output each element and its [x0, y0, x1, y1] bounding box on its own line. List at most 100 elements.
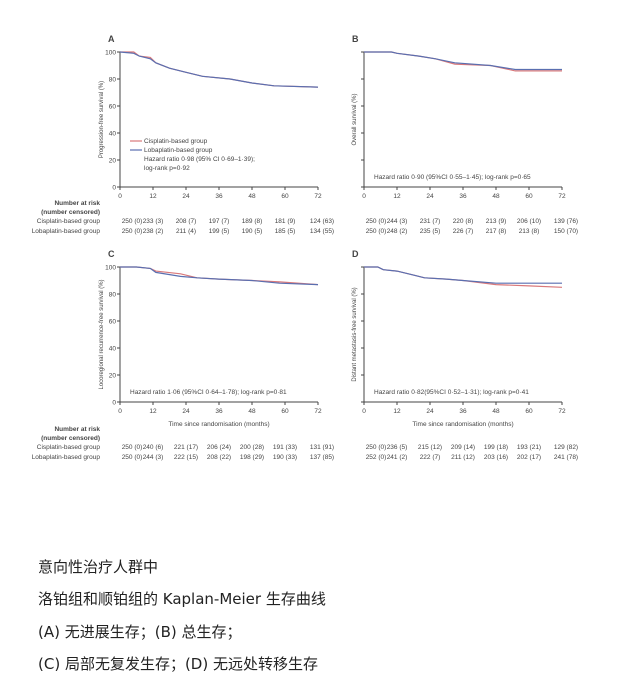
x-tick-label-a: 12 [149, 193, 157, 200]
caption-line-3: (A) 无进展生存；(B) 总生存； [38, 623, 242, 641]
risk-value-d: 241 (2) [387, 454, 408, 461]
x-tick-label-c: 48 [248, 408, 256, 415]
x-tick-label-d: 24 [426, 408, 434, 415]
risk-value-b: 250 (0) [366, 228, 387, 235]
risk-value-b: 217 (8) [486, 228, 507, 235]
risk-group-label: Lobaplatin-based group [32, 454, 101, 461]
y-tick-label-c: 0 [112, 400, 116, 407]
risk-value-b: 213 (9) [486, 218, 507, 225]
risk-value-c: 221 (17) [174, 444, 198, 451]
x-tick-label-b: 60 [525, 193, 533, 200]
x-tick-label-d: 12 [393, 408, 401, 415]
risk-value-a: 134 (55) [310, 228, 334, 235]
risk-value-d: 129 (82) [554, 444, 578, 451]
risk-value-b: 248 (2) [387, 228, 408, 235]
x-tick-label-c: 24 [182, 408, 190, 415]
annotation-b: Hazard ratio 0·90 (95%CI 0·55–1·45); log… [374, 174, 531, 181]
x-axis-label-d: Time since randomisation (months) [412, 421, 513, 428]
risk-subheader: (number censored) [41, 209, 100, 216]
risk-value-d: 215 (12) [418, 444, 442, 451]
y-tick-label-c: 40 [109, 346, 117, 353]
curve-lobaplatin-a [119, 51, 319, 88]
risk-value-d: 250 (0) [366, 444, 387, 451]
curve-cisplatin-d [364, 266, 563, 288]
annotation-c: Hazard ratio 1·06 (95%CI 0·64–1·78); log… [130, 389, 287, 396]
risk-value-a: 197 (7) [209, 218, 230, 225]
caption-line-4: (C) 局部无复发生存；(D) 无远处转移生存 [38, 655, 318, 673]
legend-label-0: Cisplatin-based group [144, 138, 208, 145]
x-tick-label-b: 72 [558, 193, 566, 200]
risk-value-b: 220 (8) [453, 218, 474, 225]
risk-value-b: 139 (76) [554, 218, 578, 225]
risk-group-label: Cisplatin-based group [37, 444, 101, 451]
x-tick-label-a: 36 [215, 193, 223, 200]
y-axis-label-d: Distant metastasis-free survival (%) [352, 287, 358, 381]
risk-value-c: 191 (33) [273, 444, 297, 451]
x-tick-label-a: 24 [182, 193, 190, 200]
annotation-a: Hazard ratio 0·98 (95% CI 0·69–1·39); [144, 156, 255, 163]
x-tick-label-c: 72 [314, 408, 322, 415]
km-figure: A 0 20 40 60 80 100 0 12 24 36 48 60 72 Progression-fr… [32, 34, 578, 461]
risk-value-d: 222 (7) [420, 454, 441, 461]
risk-value-c: 137 (85) [310, 454, 334, 461]
risk-value-a: 124 (63) [310, 218, 334, 225]
risk-value-b: 206 (10) [517, 218, 541, 225]
panel-label-c: C [108, 249, 115, 259]
annotation-d: Hazard ratio 0·82(95%CI 0·52–1·31); log-… [374, 389, 529, 396]
panel-label-d: D [352, 249, 359, 259]
y-tick-label-a: 60 [109, 104, 117, 111]
caption-line-1: 意向性治疗人群中 [38, 558, 159, 576]
risk-subheader: (number censored) [41, 435, 100, 442]
x-tick-label-c: 36 [215, 408, 223, 415]
y-tick-label-c: 100 [105, 265, 116, 272]
risk-value-a: 189 (8) [242, 218, 263, 225]
risk-value-c: 250 (0) [122, 444, 143, 451]
risk-value-b: 213 (8) [519, 228, 540, 235]
x-tick-label-a: 48 [248, 193, 256, 200]
risk-value-b: 226 (7) [453, 228, 474, 235]
risk-header: Number at risk [54, 200, 100, 207]
y-tick-label-a: 80 [109, 77, 117, 84]
risk-value-c: 240 (6) [143, 444, 164, 451]
risk-value-b: 150 (70) [554, 228, 578, 235]
curve-cisplatin-a [120, 51, 319, 88]
risk-value-a: 233 (3) [143, 218, 164, 225]
curve-cisplatin-b [364, 51, 562, 72]
y-tick-label-c: 80 [109, 292, 117, 299]
curve-lobaplatin-c [120, 266, 319, 286]
y-tick-label-c: 20 [109, 373, 117, 380]
risk-value-c: 250 (0) [122, 454, 143, 461]
x-axis-label-c: Time since randomisation (months) [168, 421, 269, 428]
curve-lobaplatin-b [364, 51, 562, 71]
caption-line-2: 洛铂组和顺铂组的 Kaplan-Meier 生存曲线 [38, 590, 326, 608]
risk-value-c: 200 (28) [240, 444, 264, 451]
risk-value-a: 181 (9) [275, 218, 296, 225]
risk-value-d: 236 (5) [387, 444, 408, 451]
x-tick-label-d: 0 [362, 408, 366, 415]
risk-group-label: Cisplatin-based group [37, 218, 101, 225]
risk-value-a: 250 (0) [122, 228, 143, 235]
x-tick-label-d: 36 [459, 408, 467, 415]
risk-value-d: 209 (14) [451, 444, 475, 451]
risk-value-a: 199 (5) [209, 228, 230, 235]
risk-value-c: 208 (22) [207, 454, 231, 461]
risk-value-d: 193 (21) [517, 444, 541, 451]
panel-label-a: A [108, 34, 115, 44]
annotation-a: log-rank p=0·92 [144, 165, 190, 172]
x-tick-label-c: 0 [118, 408, 122, 415]
risk-value-c: 198 (29) [240, 454, 264, 461]
y-tick-label-a: 0 [112, 185, 116, 192]
risk-value-c: 131 (91) [310, 444, 334, 451]
y-tick-label-a: 100 [105, 50, 116, 57]
risk-value-b: 250 (0) [366, 218, 387, 225]
x-tick-label-b: 0 [362, 193, 366, 200]
risk-value-a: 185 (5) [275, 228, 296, 235]
y-tick-label-a: 40 [109, 131, 117, 138]
risk-value-b: 235 (5) [420, 228, 441, 235]
curve-lobaplatin-d [364, 266, 562, 284]
risk-value-d: 211 (12) [451, 454, 475, 461]
x-tick-label-b: 12 [393, 193, 401, 200]
risk-value-c: 244 (3) [143, 454, 164, 461]
x-tick-label-b: 24 [426, 193, 434, 200]
risk-value-a: 238 (2) [143, 228, 164, 235]
